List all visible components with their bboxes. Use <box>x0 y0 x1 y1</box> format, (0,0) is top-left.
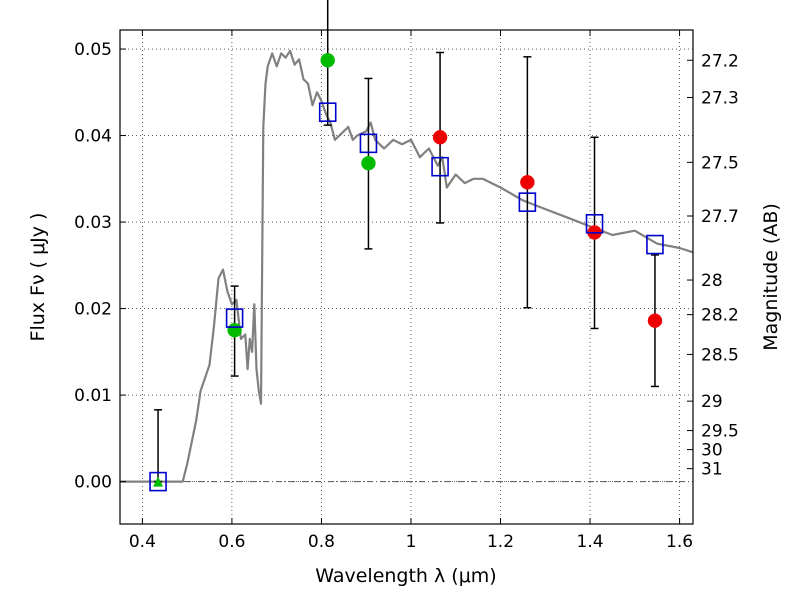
magnitude-tick-label: 28 <box>701 271 723 291</box>
model-flux-square <box>359 133 378 154</box>
x-axis-title: Wavelength λ (μm) <box>315 565 496 587</box>
magnitude-tick-label: 28.5 <box>701 345 739 365</box>
magnitude-tick-label: 30 <box>701 441 723 461</box>
observed-flux-point <box>320 53 335 68</box>
y-tick-label: 0.02 <box>74 300 112 320</box>
observed-flux-point <box>361 155 376 171</box>
y-tick-label: 0.01 <box>74 386 112 406</box>
x-tick-label: 1.2 <box>487 532 514 552</box>
observed-flux-point <box>647 313 663 328</box>
plot-background <box>120 30 693 524</box>
magnitude-tick-label: 27.2 <box>701 51 739 71</box>
model-flux-square <box>318 102 337 122</box>
magnitude-tick-label: 27.5 <box>701 153 739 173</box>
plot-frame <box>119 29 694 525</box>
magnitude-tick-label: 27.7 <box>701 207 739 227</box>
y-right-axis-title: Magnitude (AB) <box>760 203 782 351</box>
y-tick-label: 0.03 <box>74 213 112 233</box>
x-tick-label: 1.6 <box>666 532 693 552</box>
magnitude-tick-label: 27.3 <box>701 88 739 108</box>
magnitude-tick-label: 31 <box>701 460 723 480</box>
y-tick-label: 0.05 <box>74 40 112 60</box>
x-tick-label: 1.4 <box>577 532 604 552</box>
model-sed-curve <box>120 49 693 483</box>
axis-ticks: 0.4 0.6 0.8 1 1.2 1.4 1.6 0.00 0.01 0.02 0.03 0.04 0… <box>74 30 739 552</box>
magnitude-tick-label: 29.5 <box>701 422 739 442</box>
x-tick-label: 1 <box>406 532 417 552</box>
model-flux-square <box>518 192 537 212</box>
y-tick-label: 0.00 <box>74 473 112 493</box>
upper-limit-triangle <box>153 476 164 487</box>
y-tick-label: 0.04 <box>74 127 112 147</box>
markers-layer <box>149 53 664 492</box>
model-flux-square <box>646 234 664 255</box>
observed-flux-point <box>227 322 242 338</box>
model-flux-square <box>225 308 244 328</box>
x-tick-label: 0.4 <box>129 532 156 552</box>
x-tick-label: 0.6 <box>218 532 245 552</box>
model-sed-layer <box>120 49 693 483</box>
model-flux-square <box>585 213 604 234</box>
magnitude-tick-label: 29 <box>701 392 723 412</box>
observed-flux-point <box>432 130 448 145</box>
model-flux-square <box>431 156 449 177</box>
magnitude-tick-label: 28.2 <box>701 306 739 326</box>
observed-flux-point <box>520 175 535 190</box>
y-axis-title: Flux Fν ( μJy ) <box>27 213 49 342</box>
model-flux-square <box>149 471 167 492</box>
x-tick-label: 0.8 <box>308 532 335 552</box>
